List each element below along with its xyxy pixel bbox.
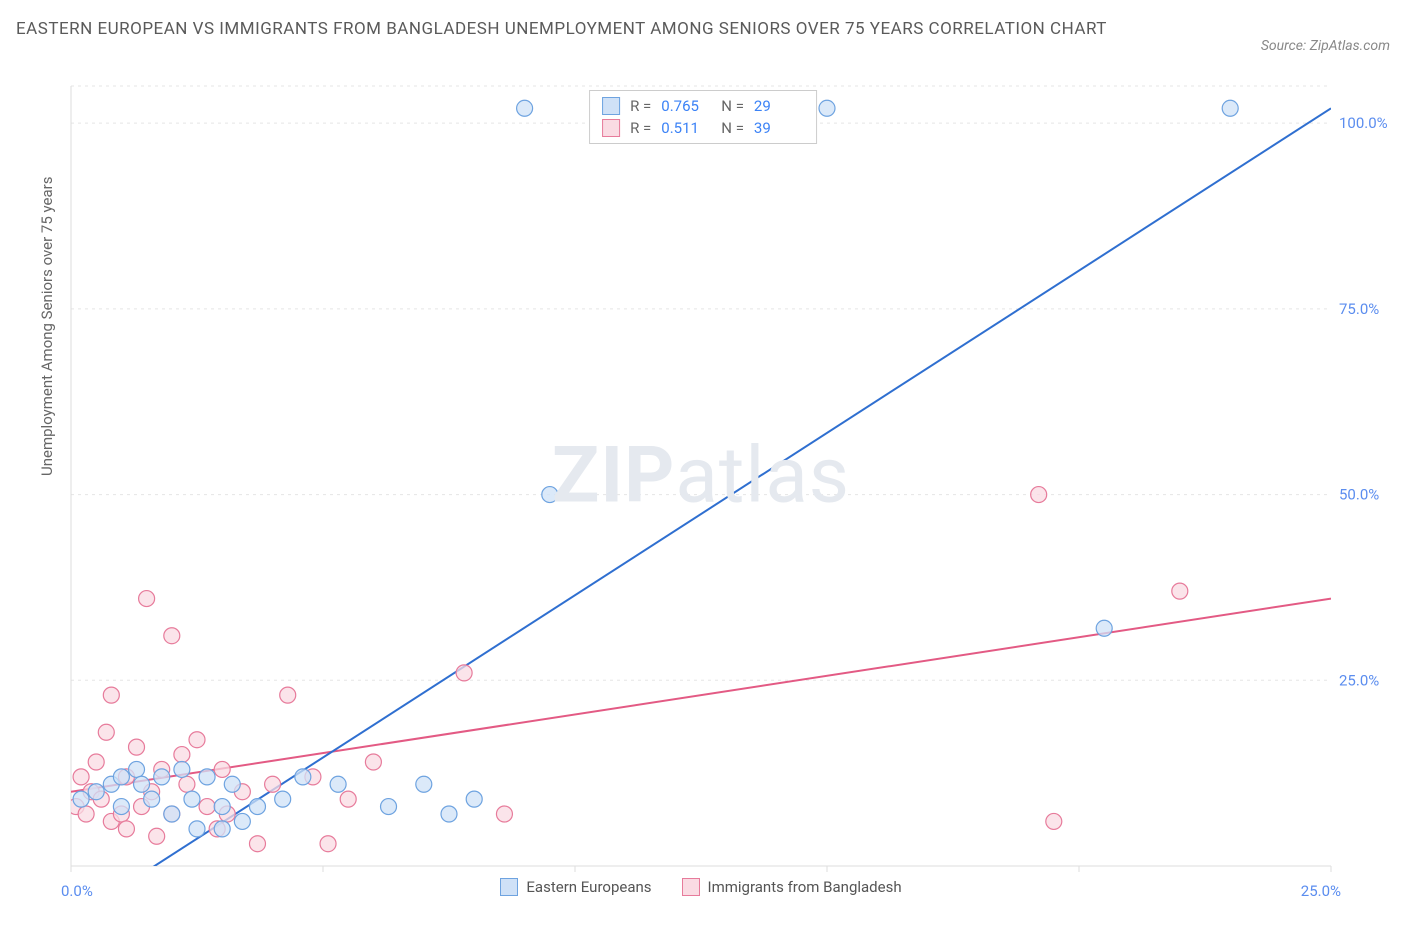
stat-n-label: N = — [721, 119, 744, 137]
chart-title: EASTERN EUROPEAN VS IMMIGRANTS FROM BANG… — [16, 16, 1107, 43]
stat-n-value: 39 — [754, 119, 804, 137]
y-axis-label: Unemployment Among Seniors over 75 years — [38, 177, 56, 476]
stat-n-value: 29 — [754, 97, 804, 115]
stats-row-bangladesh: R = 0.511 N = 39 — [602, 117, 804, 139]
stats-swatch-icon — [602, 119, 620, 137]
svg-text:100.0%: 100.0% — [1339, 114, 1388, 132]
stat-r-label: R = — [630, 97, 651, 115]
scatter-svg: 0.0%25.0%25.0%50.0%75.0%100.0% — [71, 86, 1331, 906]
stat-r-value: 0.765 — [661, 97, 711, 115]
stats-box: R = 0.765 N = 29 R = 0.511 N = 39 — [589, 90, 817, 144]
stat-r-label: R = — [630, 119, 651, 137]
legend-swatch-icon — [500, 878, 518, 896]
chart-header: EASTERN EUROPEAN VS IMMIGRANTS FROM BANG… — [16, 16, 1390, 54]
legend-label: Immigrants from Bangladesh — [708, 878, 902, 896]
correlation-chart: EASTERN EUROPEAN VS IMMIGRANTS FROM BANG… — [16, 16, 1390, 914]
legend-item-bangladesh: Immigrants from Bangladesh — [682, 878, 902, 896]
stats-row-eastern: R = 0.765 N = 29 — [602, 95, 804, 117]
source-attribution: Source: ZipAtlas.com — [1261, 38, 1390, 54]
svg-text:25.0%: 25.0% — [1339, 671, 1379, 689]
stats-swatch-icon — [602, 97, 620, 115]
stat-r-value: 0.511 — [661, 119, 711, 137]
legend-item-eastern: Eastern Europeans — [500, 878, 651, 896]
stat-n-label: N = — [721, 97, 744, 115]
plot-area: ZIPatlas 0.0%25.0%25.0%50.0%75.0%100.0% … — [71, 86, 1331, 866]
bottom-legend: Eastern Europeans Immigrants from Bangla… — [71, 878, 1331, 896]
svg-text:75.0%: 75.0% — [1339, 300, 1379, 318]
svg-text:50.0%: 50.0% — [1339, 486, 1379, 504]
legend-swatch-icon — [682, 878, 700, 896]
legend-label: Eastern Europeans — [526, 878, 651, 896]
